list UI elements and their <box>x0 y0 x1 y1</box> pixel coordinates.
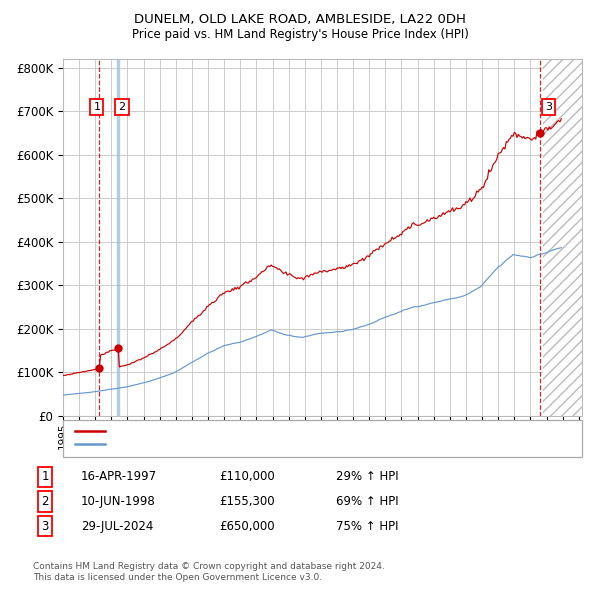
Text: 29% ↑ HPI: 29% ↑ HPI <box>336 470 398 483</box>
Text: 3: 3 <box>41 520 49 533</box>
Text: 75% ↑ HPI: 75% ↑ HPI <box>336 520 398 533</box>
Text: DUNELM, OLD LAKE ROAD, AMBLESIDE, LA22 0DH (detached house): DUNELM, OLD LAKE ROAD, AMBLESIDE, LA22 0… <box>109 426 484 435</box>
Text: £110,000: £110,000 <box>219 470 275 483</box>
Text: DUNELM, OLD LAKE ROAD, AMBLESIDE, LA22 0DH: DUNELM, OLD LAKE ROAD, AMBLESIDE, LA22 0… <box>134 13 466 26</box>
Text: 69% ↑ HPI: 69% ↑ HPI <box>336 495 398 508</box>
Text: 10-JUN-1998: 10-JUN-1998 <box>81 495 156 508</box>
Text: £155,300: £155,300 <box>219 495 275 508</box>
Text: HPI: Average price, detached house, Westmorland and Furness: HPI: Average price, detached house, West… <box>109 440 453 449</box>
Text: 2: 2 <box>41 495 49 508</box>
Text: 2: 2 <box>119 102 126 112</box>
Text: 29-JUL-2024: 29-JUL-2024 <box>81 520 154 533</box>
Text: Price paid vs. HM Land Registry's House Price Index (HPI): Price paid vs. HM Land Registry's House … <box>131 28 469 41</box>
Text: This data is licensed under the Open Government Licence v3.0.: This data is licensed under the Open Gov… <box>33 572 322 582</box>
Text: 16-APR-1997: 16-APR-1997 <box>81 470 157 483</box>
Text: £650,000: £650,000 <box>219 520 275 533</box>
Text: 1: 1 <box>41 470 49 483</box>
Text: 3: 3 <box>545 102 552 112</box>
Text: 1: 1 <box>94 102 100 112</box>
Text: Contains HM Land Registry data © Crown copyright and database right 2024.: Contains HM Land Registry data © Crown c… <box>33 562 385 571</box>
